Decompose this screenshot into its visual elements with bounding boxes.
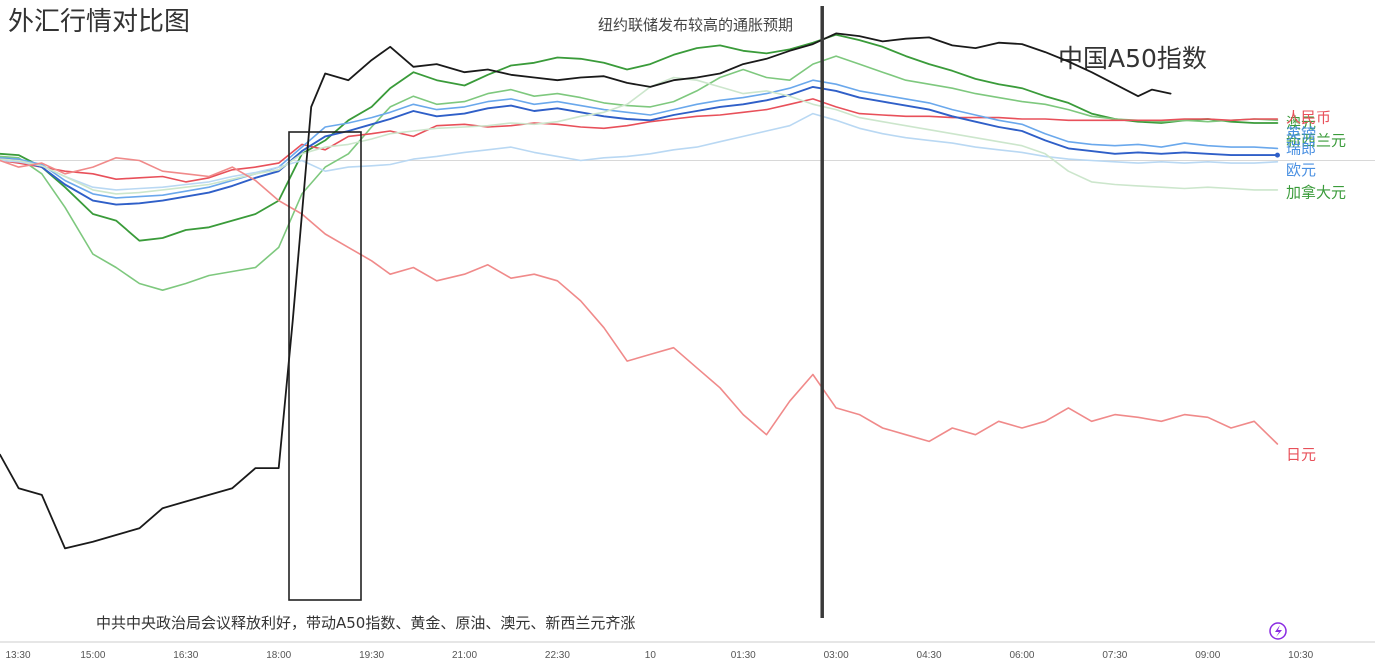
x-tick-label-13: 09:00 [1195,650,1220,661]
series-label-2: 人民币 [1286,109,1331,127]
fed-event-annotation: 纽约联储发布较高的通胀预期 [598,16,793,34]
x-tick-label-11: 06:00 [1009,650,1034,661]
x-tick-label-1: 15:00 [80,650,105,661]
series-label-3: 英镑 [1286,125,1316,143]
lightning-icon [1269,622,1287,640]
series-line-8 [0,32,1172,550]
chart-title: 外汇行情对比图 [8,7,190,37]
series-line-4 [0,85,1279,206]
series-label-1: 新西兰元 [1286,131,1346,149]
x-tick-label-14: 10:30 [1288,650,1313,661]
series-line-6 [0,76,1279,195]
series-layer [0,32,1280,550]
series-label-7: 日元 [1286,446,1316,464]
x-tick-label-10: 04:30 [917,650,942,661]
series-label-0: 澳元 [1286,114,1316,132]
x-tick-label-2: 16:30 [173,650,198,661]
x-axis: 13:30 15:00 16:30 18:00 19:30 21:00 22:30 10 01:… [0,641,1375,661]
policy-event-box [288,131,362,601]
annotation-layer [288,6,824,618]
series-end-dot [1274,152,1280,158]
x-tick-label-5: 21:00 [452,650,477,661]
series-line-2 [0,98,1279,183]
x-tick-label-12: 07:30 [1102,650,1127,661]
series-label-6: 加拿大元 [1286,184,1346,202]
policy-event-annotation: 中共中央政治局会议释放利好，带动A50指数、黄金、原油、澳元、新西兰元齐涨 [96,614,635,632]
x-tick-label-4: 19:30 [359,650,384,661]
x-tick-label-0: 13:30 [5,650,30,661]
x-tick-label-3: 18:00 [266,650,291,661]
series-label-5: 欧元 [1286,161,1316,179]
x-tick-label-7: 10 [645,650,657,661]
series-line-1 [0,55,1279,292]
series-line-7 [0,157,1279,445]
series-line-0 [0,33,1279,242]
series-line-5 [0,112,1279,191]
x-tick-label-8: 01:30 [731,650,756,661]
x-tick-label-6: 22:30 [545,650,570,661]
series-line-3 [0,79,1279,199]
series-label-4: 瑞郎 [1286,139,1316,157]
a50-index-label: 中国A50指数 [1058,44,1207,73]
x-tick-label-9: 03:00 [824,650,849,661]
